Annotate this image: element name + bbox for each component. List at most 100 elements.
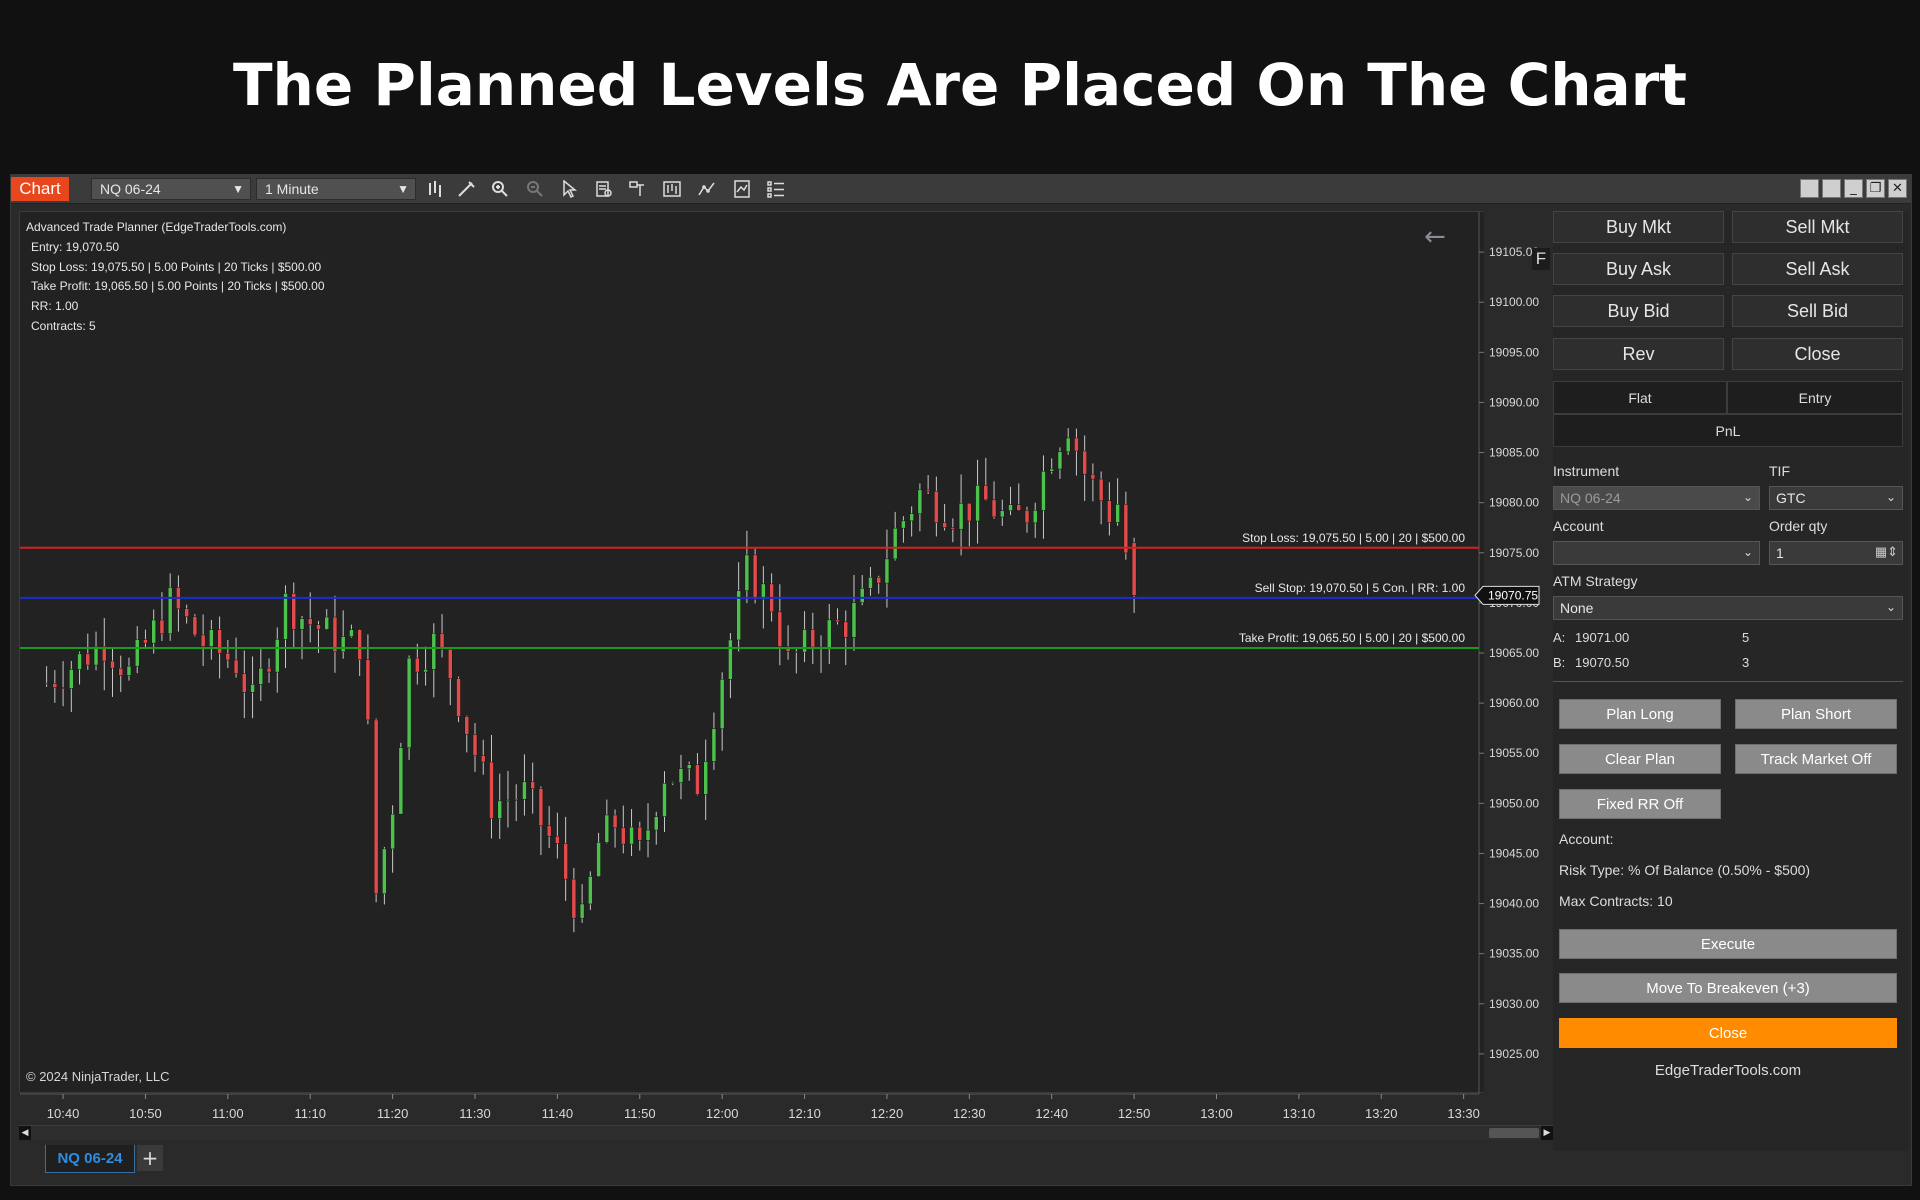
layout-alt-icon[interactable] <box>1822 179 1841 198</box>
candle-body <box>1123 503 1129 554</box>
interval-selector[interactable]: 1 Minute ▼ <box>256 178 416 200</box>
chevron-down-icon: ⌄ <box>1885 600 1896 614</box>
plan-short-button[interactable]: Plan Short <box>1735 699 1897 729</box>
candle-body <box>167 587 173 635</box>
candle-body <box>126 665 132 676</box>
move-to-breakeven-button[interactable]: Move To Breakeven (+3) <box>1559 973 1897 1003</box>
planner-take-profit: Take Profit: 19,065.50 | 5.00 Points | 2… <box>31 279 325 294</box>
order-qty-input[interactable]: 1 ▦⇕ <box>1769 541 1903 565</box>
scroll-thumb[interactable] <box>1489 1128 1539 1138</box>
y-tick-label: 19035.00 <box>1489 947 1539 961</box>
candle-body <box>1016 504 1022 511</box>
indicators-icon[interactable] <box>731 179 753 199</box>
chart-tab[interactable]: Chart <box>11 177 69 201</box>
buy-mkt-button[interactable]: Buy Mkt <box>1553 211 1724 243</box>
reverse-button[interactable]: Rev <box>1553 338 1724 370</box>
zoom-in-icon[interactable] <box>489 179 511 199</box>
close-icon[interactable]: ✕ <box>1888 179 1907 198</box>
planner-stop-loss: Stop Loss: 19,075.50 | 5.00 Points | 20 … <box>31 259 322 274</box>
bar-type-icon[interactable] <box>425 179 447 199</box>
account-select[interactable]: ⌄ <box>1553 541 1760 565</box>
close-planner-button[interactable]: Close <box>1559 1018 1897 1048</box>
candle-body <box>1057 451 1063 470</box>
candle-body <box>1041 471 1046 511</box>
layout-icon[interactable] <box>1800 179 1819 198</box>
candle-body <box>736 590 741 641</box>
candle-body <box>159 619 165 635</box>
zoom-out-icon[interactable] <box>524 179 546 199</box>
fixed-rr-button[interactable]: Fixed RR Off <box>1559 789 1721 819</box>
x-tick-label: 12:50 <box>1118 1106 1151 1121</box>
candle-body <box>489 761 494 819</box>
scroll-right-icon[interactable]: ▶ <box>1541 1126 1553 1140</box>
instrument-selector-value: NQ 06-24 <box>100 181 161 197</box>
chart-area[interactable]: 19105.00 19100.00 19095.00 19090.00 19085.00… <box>19 211 1550 1121</box>
y-tick-label: 19045.00 <box>1489 846 1539 860</box>
instrument-selector[interactable]: NQ 06-24 ▼ <box>91 178 251 200</box>
pointer-icon[interactable] <box>558 179 580 199</box>
y-tick-label: 19060.00 <box>1489 696 1539 710</box>
candle-body <box>431 633 437 670</box>
candle-body <box>843 621 848 638</box>
last-price-label: 19070.75 <box>1488 588 1538 602</box>
track-market-button[interactable]: Track Market Off <box>1735 744 1897 774</box>
candle-body <box>892 527 898 560</box>
data-box-icon[interactable] <box>627 179 649 199</box>
clear-plan-button[interactable]: Clear Plan <box>1559 744 1721 774</box>
draw-tools-icon[interactable] <box>455 179 477 199</box>
f-button[interactable]: F <box>1532 248 1550 270</box>
interval-selector-value: 1 Minute <box>265 181 319 197</box>
x-tick-label: 10:50 <box>129 1106 162 1121</box>
candle-body <box>1024 510 1030 524</box>
chart-trader-icon[interactable] <box>661 179 683 199</box>
calculator-stepper-icon[interactable]: ▦⇕ <box>1874 544 1898 559</box>
atm-strategy-select[interactable]: None ⌄ <box>1553 596 1903 620</box>
close-position-button[interactable]: Close <box>1732 338 1903 370</box>
candle-body <box>283 593 288 640</box>
candle-body <box>505 799 511 802</box>
candle-body <box>1090 473 1096 480</box>
candle-body <box>373 719 379 895</box>
minimize-icon[interactable]: _ <box>1844 179 1863 198</box>
sell-mkt-button[interactable]: Sell Mkt <box>1732 211 1903 243</box>
sell-ask-button[interactable]: Sell Ask <box>1732 253 1903 285</box>
site-link[interactable]: EdgeTraderTools.com <box>1654 1062 1802 1079</box>
candle-body <box>934 490 939 523</box>
templates-icon[interactable] <box>765 179 787 199</box>
properties-icon[interactable] <box>593 179 615 199</box>
x-tick-label: 10:40 <box>47 1106 80 1121</box>
candle-body <box>1000 510 1005 518</box>
add-tab-icon[interactable]: + <box>137 1145 163 1171</box>
instrument-select[interactable]: NQ 06-24 ⌄ <box>1553 486 1760 510</box>
strategies-icon[interactable] <box>696 179 718 199</box>
price-chart[interactable]: 19105.00 19100.00 19095.00 19090.00 19085.00… <box>20 212 1540 1128</box>
candle-body <box>579 903 585 919</box>
candle-body <box>365 659 371 721</box>
tif-label: TIF <box>1769 463 1790 479</box>
candle-body <box>555 835 560 844</box>
candle-body <box>785 646 791 652</box>
buy-bid-button[interactable]: Buy Bid <box>1553 295 1724 327</box>
buy-ask-button[interactable]: Buy Ask <box>1553 253 1724 285</box>
sell-bid-button[interactable]: Sell Bid <box>1732 295 1903 327</box>
candle-body <box>719 679 725 729</box>
x-tick-label: 11:30 <box>459 1106 491 1121</box>
candle-body <box>703 761 708 795</box>
back-arrow-icon[interactable]: ← <box>1424 222 1446 252</box>
tif-select[interactable]: GTC ⌄ <box>1769 486 1903 510</box>
plan-long-button[interactable]: Plan Long <box>1559 699 1721 729</box>
execute-button[interactable]: Execute <box>1559 929 1897 959</box>
candle-body <box>678 768 684 783</box>
candle-body <box>398 747 404 815</box>
chart-scrollbar[interactable]: ◀ ▶ <box>19 1125 1553 1140</box>
instrument-tab[interactable]: NQ 06-24 <box>45 1145 135 1173</box>
candle-body <box>596 842 601 877</box>
candle-body <box>340 636 346 653</box>
restore-icon[interactable]: ❐ <box>1866 179 1885 198</box>
candle-body <box>530 781 535 789</box>
scroll-left-icon[interactable]: ◀ <box>19 1126 31 1140</box>
candle-body <box>884 558 890 584</box>
ask-label: A: <box>1553 630 1566 645</box>
candle-body <box>876 577 881 584</box>
candle-body <box>571 878 577 919</box>
